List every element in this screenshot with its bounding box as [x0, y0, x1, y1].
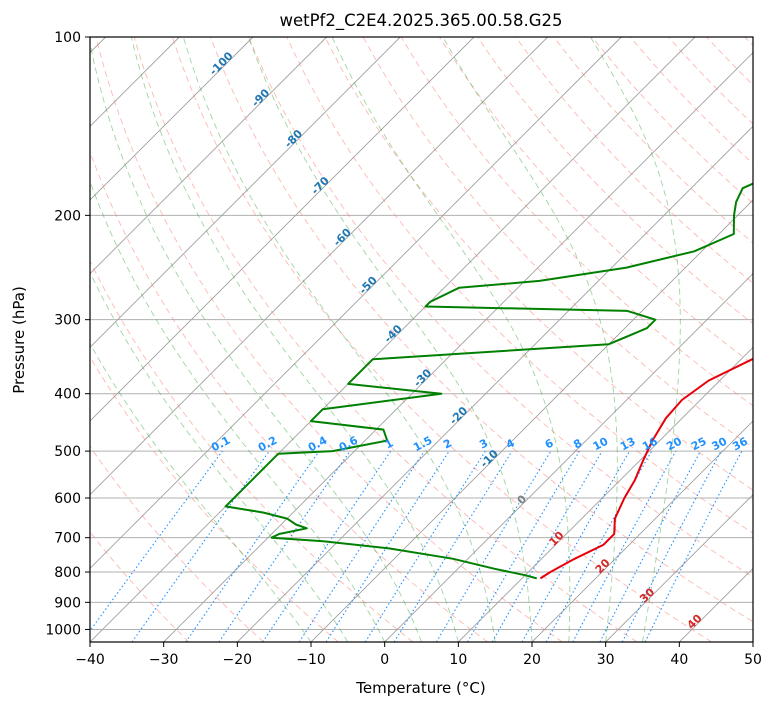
moist-adiabat	[90, 342, 312, 642]
dry-adiabat	[90, 445, 264, 642]
x-tick-label: 30	[597, 652, 615, 668]
moist-adiabat	[331, 37, 571, 642]
x-tick-label: 0	[380, 652, 389, 668]
mixing-ratio-label: 25	[689, 435, 709, 454]
mixing-ratio-line	[393, 450, 513, 642]
isotherm-line	[90, 37, 548, 496]
dry-adiabat	[133, 37, 638, 642]
y-tick-label: 200	[54, 208, 81, 224]
isotherm-line	[237, 125, 753, 642]
mixing-ratio-line	[131, 450, 270, 642]
mixing-ratio-line	[435, 450, 552, 642]
y-tick-label: 1000	[45, 622, 81, 638]
profiles	[224, 182, 753, 580]
y-tick-label: 800	[54, 565, 81, 581]
y-tick-label: 700	[54, 531, 81, 547]
mixing-ratio-label: 10	[591, 434, 611, 453]
mixing-ratio-label: 20	[664, 434, 684, 453]
x-tick-label: −20	[223, 652, 253, 668]
axes: −40 −30 −20 −10 0 10 20 30 40 50 100 200 300 400 500 60…	[45, 30, 762, 668]
mixing-ratio-line	[467, 450, 580, 642]
x-axis-title: Temperature (°C)	[355, 679, 485, 697]
plot-frame	[89, 36, 754, 643]
x-tick-label: 50	[744, 652, 762, 668]
y-tick-label: 600	[54, 491, 81, 507]
mixing-ratio-label: 13	[618, 435, 638, 454]
mixing-ratio-label: 30	[710, 435, 730, 454]
dry-adiabat	[210, 37, 753, 623]
mixing-ratio-line	[572, 450, 677, 642]
isotherm-line	[163, 52, 753, 642]
moist-adiabat	[90, 41, 422, 642]
x-tick-label: 40	[670, 652, 688, 668]
dry-adiabat	[95, 37, 563, 642]
y-tick-label: 500	[54, 444, 81, 460]
mixing-ratio-line	[491, 450, 603, 642]
isotherm-line	[605, 494, 753, 642]
dry-adiabat	[171, 37, 712, 642]
dry-adiabat	[477, 37, 753, 325]
isotherm-line	[90, 37, 475, 422]
y-tick-label: 300	[54, 313, 81, 329]
mixing-ratio-line	[521, 450, 630, 642]
reference-lines	[90, 37, 753, 642]
x-tick-label: 20	[523, 652, 541, 668]
x-tick-label: −40	[75, 652, 105, 668]
dry-adiabat	[324, 37, 753, 491]
dry-adiabat	[90, 259, 414, 642]
moist-adiabat	[182, 37, 496, 642]
mixing-ratio-line	[364, 450, 486, 642]
moist-adiabat	[90, 271, 349, 642]
mixing-ratio-line	[325, 450, 450, 642]
temperature-profile	[539, 357, 753, 580]
dry-adiabat	[248, 37, 753, 578]
isotherm-line	[90, 37, 327, 275]
mixing-ratio-line	[90, 450, 223, 632]
moist-adiabat	[130, 37, 459, 642]
dry-adiabat	[515, 37, 753, 284]
moist-adiabat	[590, 37, 681, 642]
isotherm-line	[458, 346, 753, 642]
isotherm-line	[90, 37, 401, 348]
y-tick-label: 400	[54, 387, 81, 403]
dry-adiabat	[629, 37, 753, 165]
isotherm-line	[384, 273, 753, 642]
mixing-ratio-label: 16	[640, 435, 660, 454]
x-tick-label: −10	[296, 652, 326, 668]
mixing-ratio-line	[185, 450, 320, 642]
mixing-ratio-label: 36	[730, 435, 750, 454]
isotherm-line	[90, 37, 254, 201]
isotherm-line	[90, 37, 622, 569]
x-tick-label: 10	[449, 652, 467, 668]
dewpoint-profile	[224, 182, 753, 580]
dry-adiabat	[591, 37, 753, 204]
isotherm-line	[90, 37, 696, 642]
chart-title: wetPf2_C2E4.2025.365.00.58.G25	[279, 11, 562, 31]
dry-adiabat	[362, 37, 753, 449]
y-axis-title: Pressure (hPa)	[10, 286, 28, 394]
y-tick-label: 900	[54, 595, 81, 611]
dry-adiabat	[400, 37, 753, 407]
isotherm-line	[531, 420, 753, 642]
x-tick-label: −30	[149, 652, 179, 668]
moist-adiabat	[442, 37, 618, 642]
moist-adiabat	[247, 37, 533, 642]
y-tick-label: 100	[54, 30, 81, 46]
mixing-ratio-line	[218, 450, 351, 642]
